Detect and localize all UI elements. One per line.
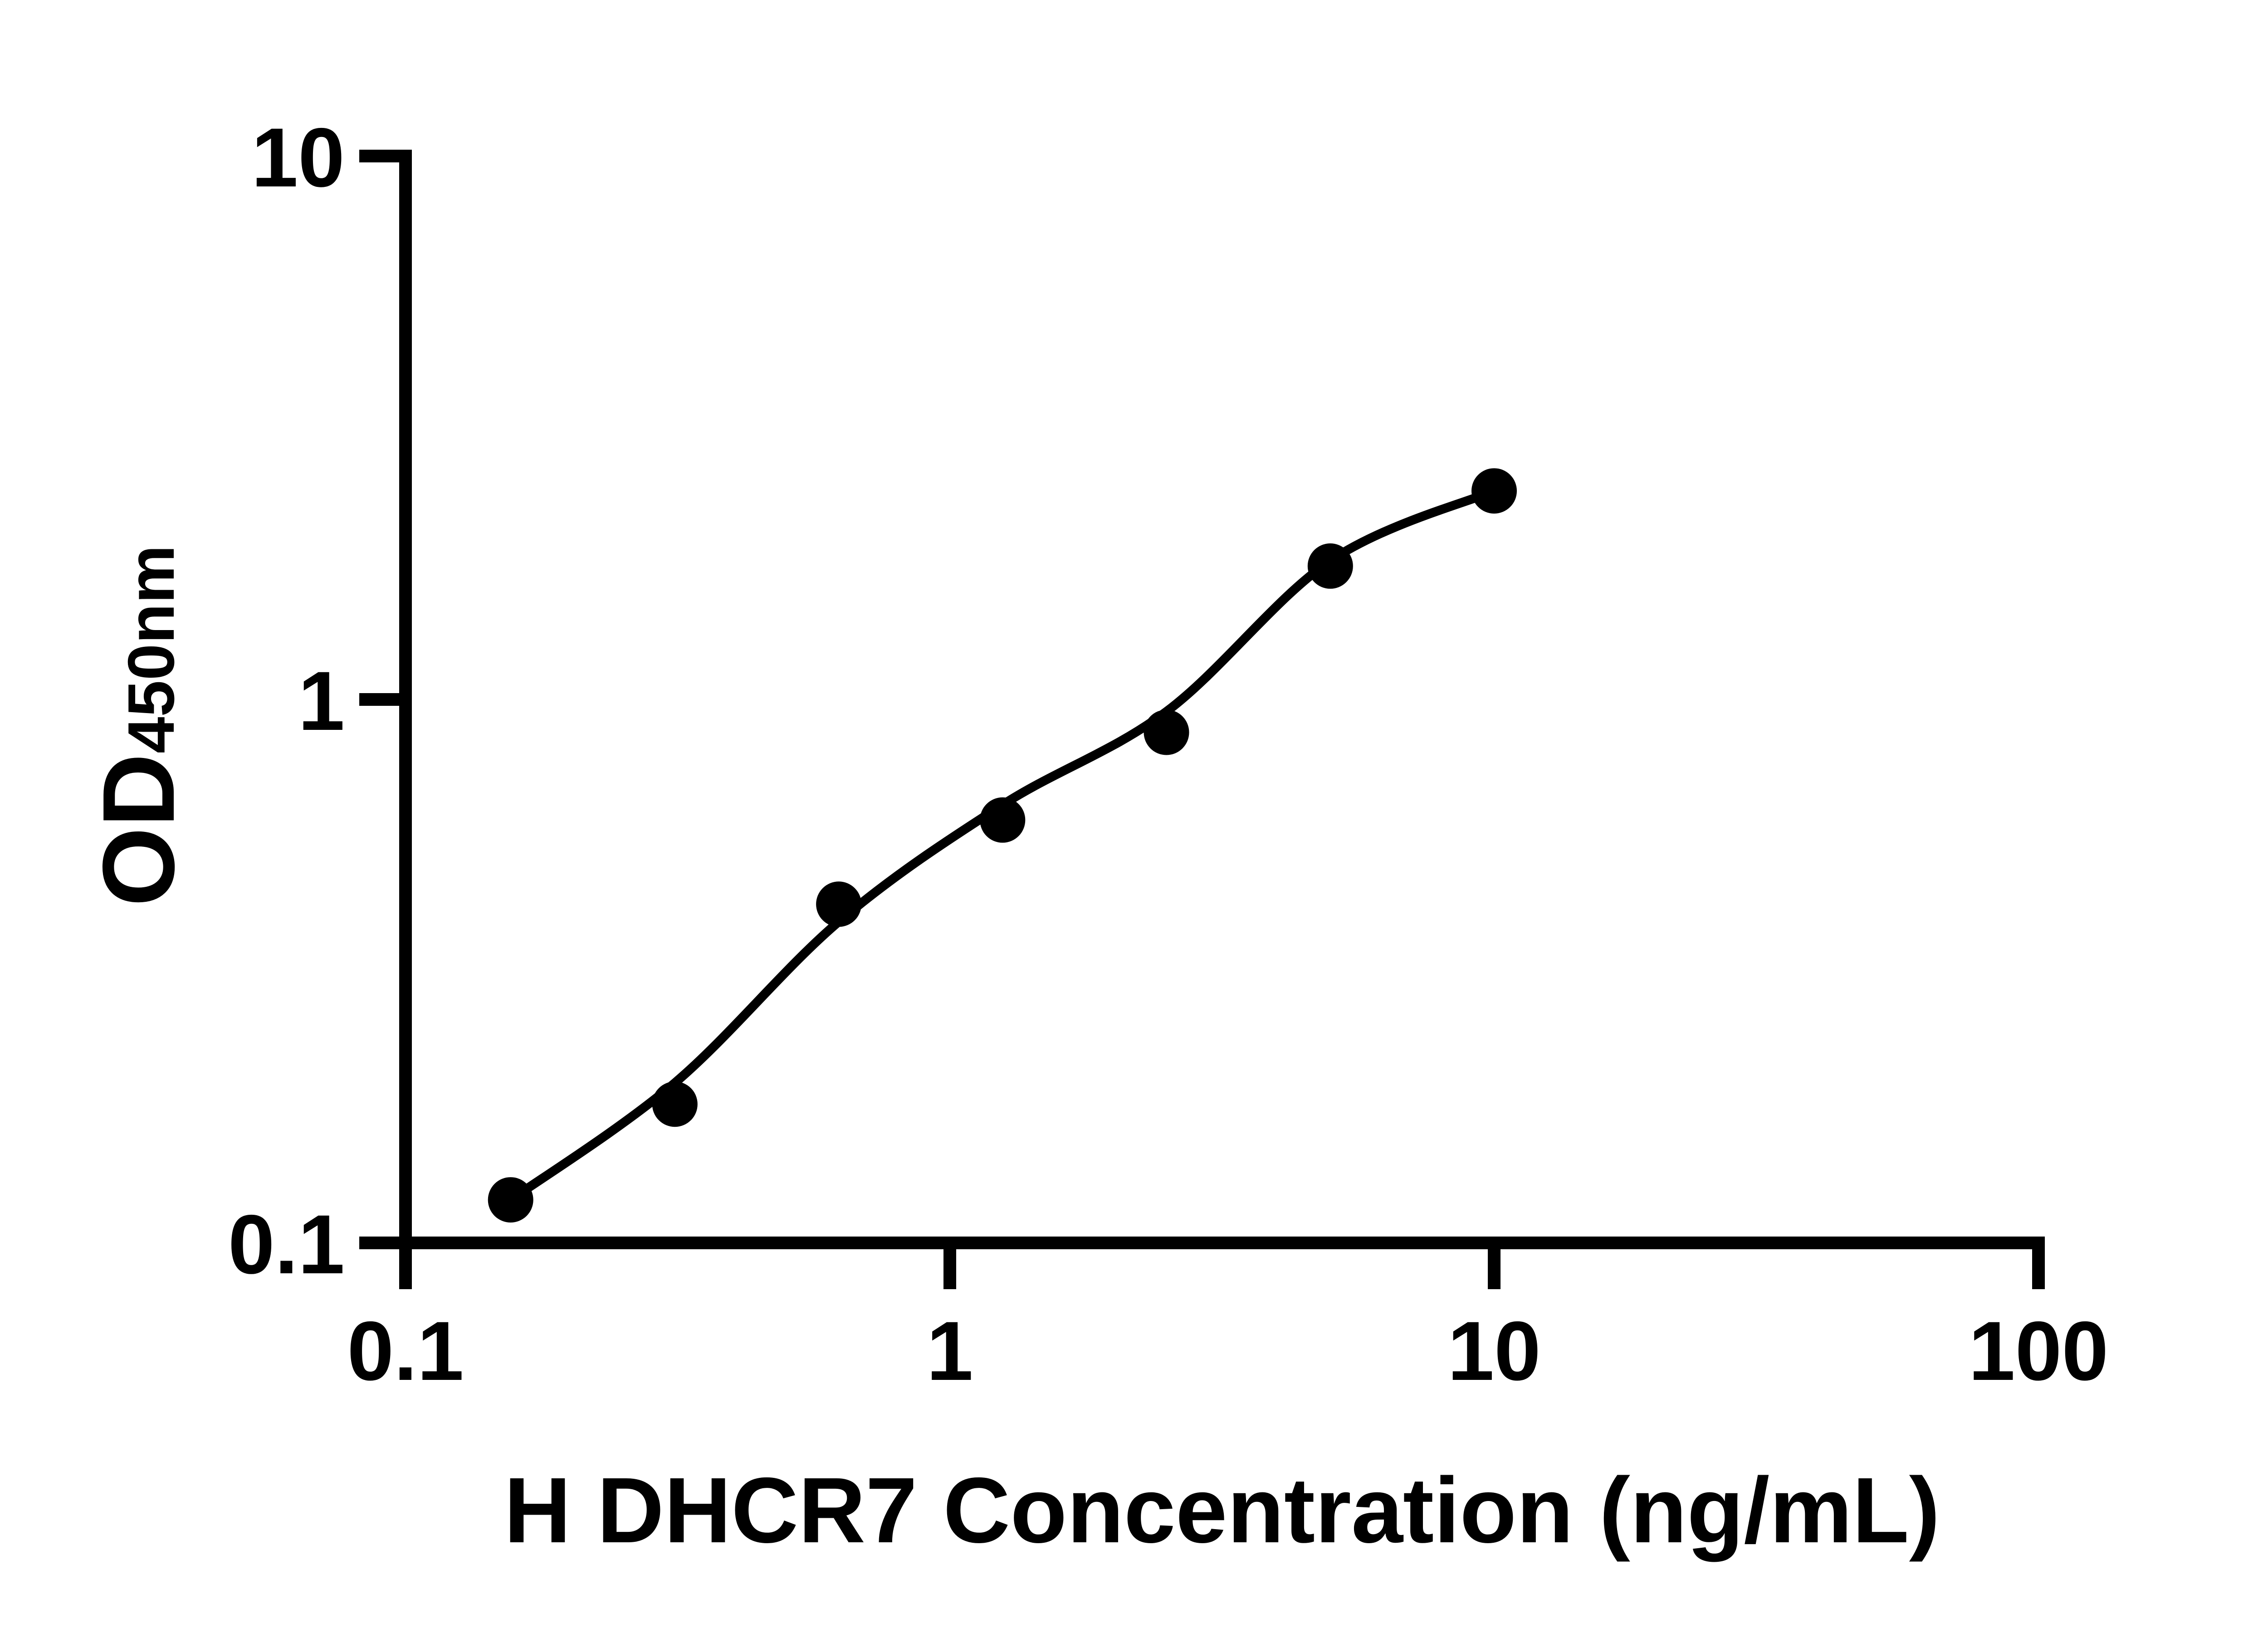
x-axis-title: H DHCR7 Concentration (ng/mL) [504, 1458, 1940, 1562]
data-point [980, 797, 1026, 843]
x-tick-label: 100 [1969, 1305, 2109, 1398]
x-tick-label: 1 [927, 1305, 973, 1398]
data-point [652, 1081, 698, 1127]
x-tick-label: 0.1 [347, 1305, 464, 1398]
data-points-layer [488, 468, 1517, 1223]
y-axis-title-main: OD [81, 753, 196, 907]
y-axis-title: OD450nm [81, 545, 196, 907]
y-tick-label: 10 [251, 111, 345, 205]
tick-marks [359, 150, 2045, 1289]
data-point [488, 1177, 533, 1223]
axes [399, 150, 2045, 1249]
y-tick-label: 1 [298, 655, 345, 748]
data-point [1307, 543, 1353, 589]
y-tick-label: 0.1 [228, 1198, 345, 1291]
data-point [1471, 468, 1517, 514]
tick-labels: 0.1 1 10 0.1 1 10 100 [228, 111, 2109, 1398]
y-axis-title-sub: 450nm [114, 545, 188, 753]
data-point [816, 881, 862, 927]
x-tick-label: 10 [1447, 1305, 1541, 1398]
data-point [1144, 709, 1189, 755]
